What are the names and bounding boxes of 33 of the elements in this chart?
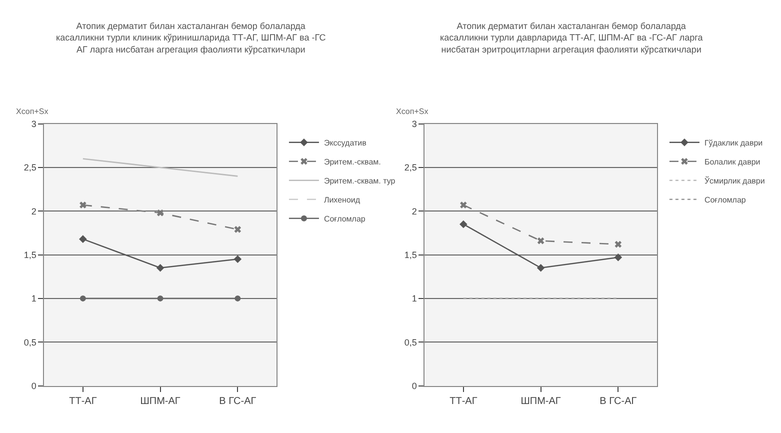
legend-label: Гўдаклик даври [704, 138, 763, 148]
y-tick-label: 2 [31, 206, 36, 216]
x-tick-label: В ГС-АГ [600, 396, 638, 407]
y-tick-label: 2,5 [24, 162, 36, 173]
y-tick-label: 3 [412, 118, 417, 129]
x-tick-label: ТТ-АГ [69, 396, 98, 407]
chart-title: Атопик дерматит билан хасталанган бемор болаларда касалликни турли даврларида ТТ-АГ, ШПМ-АГ ва -ГС-АГ ларга нисбатан эритроцитларни агрегация фаолияти кўрсаткичлари [440, 21, 703, 54]
y-axis-title: Хсоп+Sx [396, 107, 428, 116]
x-tick-label: В ГС-АГ [219, 396, 257, 407]
y-tick-label: 0,5 [404, 337, 417, 348]
y-tick-label: 3 [31, 118, 36, 129]
x-tick-label: ШПМ-АГ [520, 396, 562, 407]
y-tick-label: 0 [412, 380, 417, 391]
y-tick-label: 1,5 [24, 250, 36, 260]
legend-label: Ўсмирлик даври [704, 175, 765, 186]
legend-label: Соғломлар [704, 195, 746, 204]
y-tick-label: 2 [412, 206, 417, 216]
x-tick-label: ШПМ-АГ [140, 396, 181, 407]
y-tick-label: 1,5 [404, 250, 417, 260]
legend-label: Эритем.-сквам. тур [324, 176, 396, 186]
y-tick-label: 0 [31, 380, 36, 391]
legend-label: Соғломлар [324, 214, 366, 224]
y-tick-label: 1 [31, 294, 36, 304]
y-tick-label: 1 [412, 294, 417, 304]
legend-label: Болалик даври [704, 157, 760, 166]
y-axis-title: Хсоп+Sx [16, 107, 48, 116]
x-tick-label: ТТ-АГ [450, 396, 478, 407]
legend-label: Лихеноид [324, 195, 360, 204]
y-tick-label: 0,5 [24, 337, 36, 348]
chart-title: Атопик дерматит билан хасталанган бемор болаларда касалликни турли клиник кўринишларида ТТ-АГ, ШПМ-АГ ва -ГС АГ ларга нисбатан агрегация фаолияти кўрсаткичлари [56, 21, 326, 54]
y-tick-label: 2,5 [404, 162, 417, 173]
legend-label: Экссудатив [324, 138, 366, 148]
legend-label: Эритем.-сквам. [324, 157, 381, 166]
